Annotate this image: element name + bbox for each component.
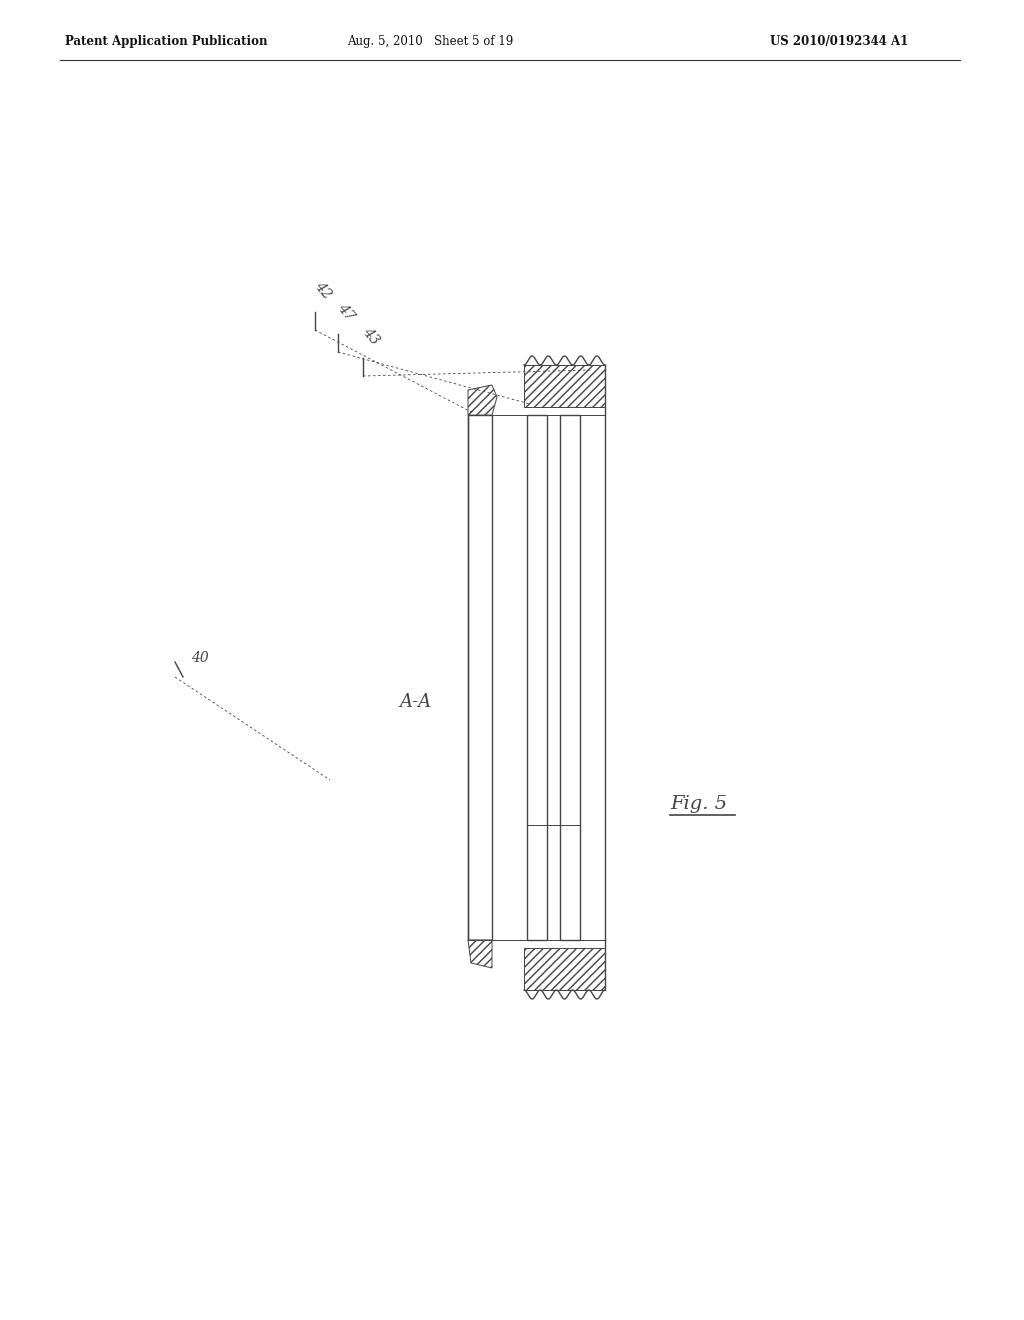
Bar [524,366,605,407]
Bar [560,414,580,940]
Text: US 2010/0192344 A1: US 2010/0192344 A1 [770,36,908,49]
Text: Aug. 5, 2010   Sheet 5 of 19: Aug. 5, 2010 Sheet 5 of 19 [347,36,513,49]
Polygon shape [468,940,492,968]
Text: 40: 40 [191,651,209,665]
Text: Fig. 5: Fig. 5 [670,795,727,813]
Text: 47: 47 [335,301,357,323]
Polygon shape [468,385,497,414]
Bar [527,414,547,940]
Text: 42: 42 [312,280,334,302]
Text: 43: 43 [359,326,382,348]
Bar [468,414,492,940]
Bar [524,948,605,990]
Text: Patent Application Publication: Patent Application Publication [65,36,267,49]
Text: A-A: A-A [399,693,431,711]
